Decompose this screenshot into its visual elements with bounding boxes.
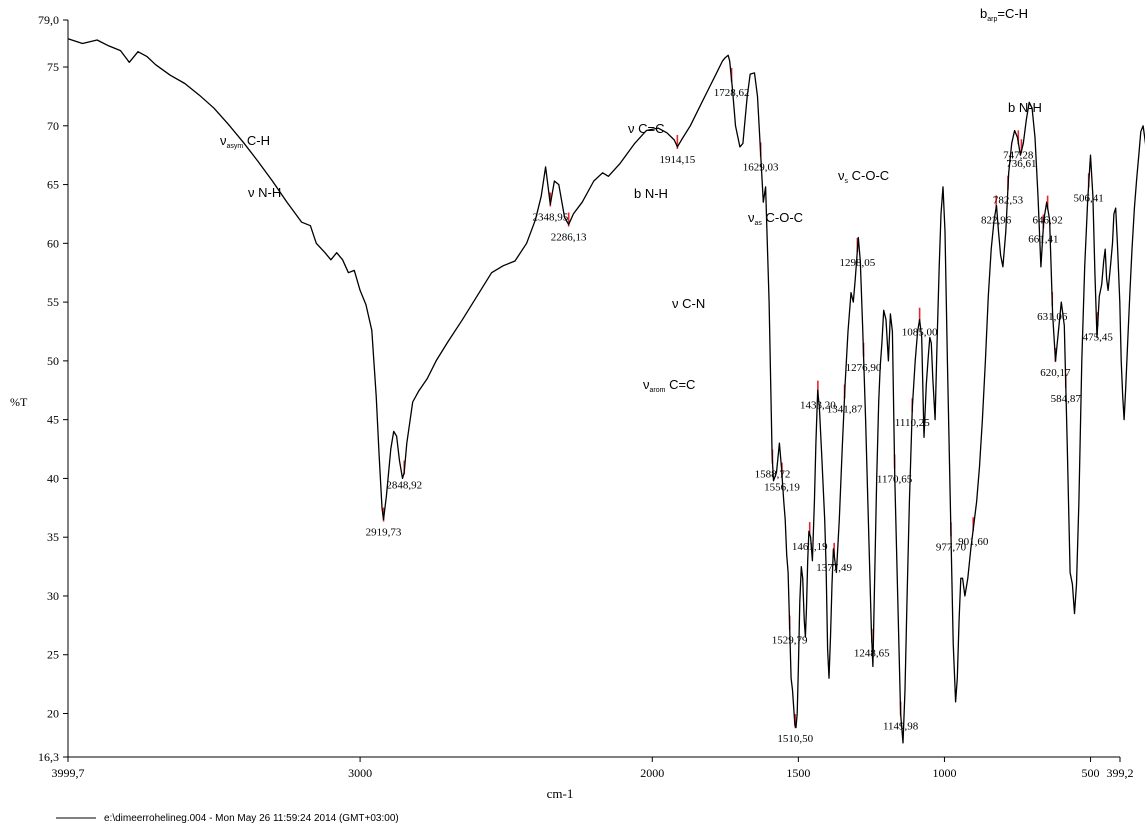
y-tick-label: 30 bbox=[47, 589, 59, 603]
peak-labels: 2919,73 2848,92 2348,95 2286,13 1914,15 1728,… bbox=[366, 87, 1114, 745]
peak-label: 1170,65 bbox=[877, 473, 913, 485]
peak-label: 631,06 bbox=[1037, 311, 1068, 323]
tick-labels: 79,0 75 70 65 60 55 50 45 40 35 30 25 20 16,3 3999,7 30… bbox=[38, 13, 1134, 780]
y-tick-label: 45 bbox=[47, 413, 59, 427]
x-tick-label: 399,2 bbox=[1107, 766, 1134, 780]
peak-label: 1110,25 bbox=[895, 417, 930, 429]
peak-label: 1728,62 bbox=[714, 87, 750, 99]
peak-label: 584,87 bbox=[1051, 393, 1082, 405]
y-tick-label: 65 bbox=[47, 178, 59, 192]
peak-label: 1085,00 bbox=[902, 327, 938, 339]
peak-label: 1341,87 bbox=[827, 403, 863, 415]
x-tick-label: 3000 bbox=[348, 766, 372, 780]
band-annotation: ν N-H bbox=[248, 185, 281, 200]
y-axis-label: %T bbox=[10, 395, 28, 409]
peak-label: 782,53 bbox=[993, 195, 1024, 207]
peak-label: 2919,73 bbox=[366, 527, 402, 539]
peak-label: 1461,19 bbox=[792, 541, 828, 553]
peak-label: 901,60 bbox=[958, 536, 989, 548]
y-tick-label: 16,3 bbox=[38, 750, 59, 764]
peak-markers bbox=[382, 67, 1099, 729]
peak-label: 1276,90 bbox=[846, 362, 882, 374]
peak-label: 620,17 bbox=[1040, 367, 1071, 379]
peak-label: 646,92 bbox=[1032, 215, 1062, 227]
band-annotation: b N-H bbox=[634, 186, 668, 201]
y-tick-label: 75 bbox=[47, 60, 59, 74]
x-tick-label: 2000 bbox=[640, 766, 664, 780]
y-tick-label: 25 bbox=[47, 648, 59, 662]
x-tick-label: 1500 bbox=[786, 766, 810, 780]
peak-label: 1914,15 bbox=[659, 154, 695, 166]
peak-label: 2348,95 bbox=[532, 212, 568, 224]
y-tick-label: 50 bbox=[47, 354, 59, 368]
peak-label: 1588,72 bbox=[755, 469, 791, 481]
peak-label: 1629,03 bbox=[743, 161, 779, 173]
peak-label: 506,41 bbox=[1074, 192, 1104, 204]
peak-label: 661,41 bbox=[1028, 233, 1058, 245]
peak-label: 1556,19 bbox=[764, 482, 800, 494]
peak-label: 1433,20 bbox=[800, 400, 836, 412]
y-tick-label: 55 bbox=[47, 295, 59, 309]
y-tick-label: 79,0 bbox=[38, 13, 59, 27]
band-annotation: barp=C-H bbox=[980, 6, 1028, 23]
band-annotation: νarom C=C bbox=[643, 377, 695, 394]
y-tick-label: 60 bbox=[47, 236, 59, 250]
x-axis-label: cm-1 bbox=[547, 786, 574, 801]
axes bbox=[67, 20, 1120, 758]
peak-label: 736,61 bbox=[1006, 158, 1036, 170]
peak-label: 977,70 bbox=[936, 541, 967, 553]
peak-label: 1510,50 bbox=[777, 733, 813, 745]
peak-label: 1149,98 bbox=[883, 721, 919, 733]
peak-label: 1529,79 bbox=[772, 635, 808, 647]
band-annotation: ν C-N bbox=[672, 296, 705, 311]
peak-label: 1377,49 bbox=[816, 562, 852, 574]
y-tick-label: 40 bbox=[47, 471, 59, 485]
spectrum-line bbox=[67, 38, 1145, 744]
x-tick-label: 3999,7 bbox=[52, 766, 85, 780]
band-annotations: νasym C-H ν N-H ν C=C b N-H ν C-N νarom C=C νa… bbox=[220, 6, 1042, 394]
peak-label: 822,96 bbox=[981, 214, 1012, 226]
peak-label: 747,28 bbox=[1003, 149, 1034, 161]
y-tick-label: 35 bbox=[47, 530, 59, 544]
x-tick-label: 1000 bbox=[932, 766, 956, 780]
peak-label: 2286,13 bbox=[551, 232, 587, 244]
band-annotation: ν C=C bbox=[628, 121, 664, 136]
peak-label: 1248,65 bbox=[854, 648, 890, 660]
band-annotation: νas C-O-C bbox=[748, 210, 803, 227]
band-annotation: νs C-O-C bbox=[838, 168, 889, 185]
x-tick-label: 500 bbox=[1082, 766, 1100, 780]
y-tick-label: 70 bbox=[47, 119, 59, 133]
peak-label: 2848,92 bbox=[386, 480, 422, 492]
peak-label: 475,45 bbox=[1083, 331, 1114, 343]
footer-legend-text: e:\dimeerrohelineg.004 - Mon May 26 11:5… bbox=[104, 813, 399, 824]
peak-label: 1298,05 bbox=[839, 257, 875, 269]
band-annotation: νasym C-H bbox=[220, 133, 270, 150]
band-annotation: b N-H bbox=[1008, 100, 1042, 115]
y-tick-label: 20 bbox=[47, 707, 59, 721]
